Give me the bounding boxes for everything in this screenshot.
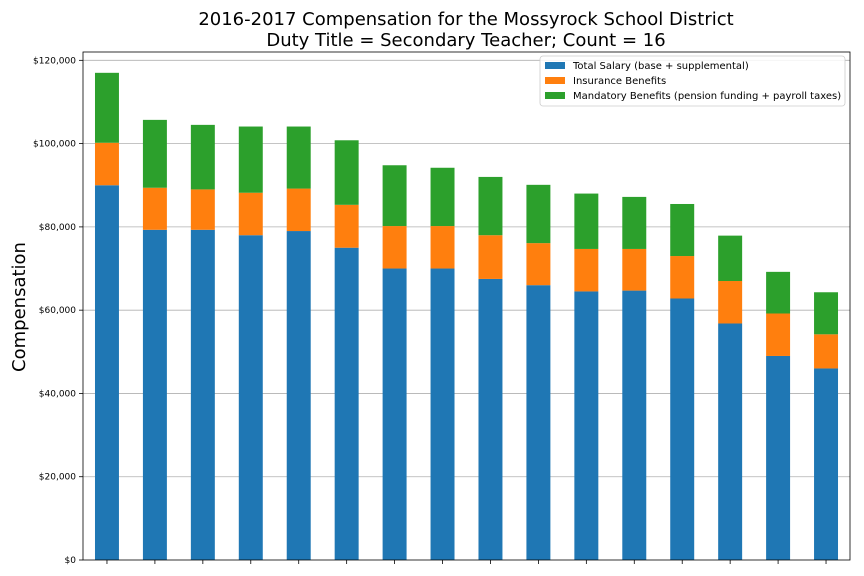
bar-segment-s2-12 [670,203,695,257]
bar-segment-s1-0 [94,142,119,186]
bar-segment-s1-11 [622,248,647,291]
bar-segment-s1-9 [526,243,551,286]
bar-segment-s2-8 [478,176,503,236]
bar-segment-s0-6 [382,268,407,560]
y-tick-label: $0 [65,556,77,566]
bar-segment-s0-13 [718,323,743,560]
axes: $0 $20,000 $40,000 $60,000 $80,000 $100,000 $1… [33,51,851,566]
legend: Total Salary (base + supplemental) Insura… [539,55,846,107]
bar-segment-s1-10 [574,248,599,292]
chart-subtitle: Duty Title = Secondary Teacher; Count = … [266,30,665,51]
bar-segment-s0-1 [142,229,167,561]
bar-segment-s0-11 [622,290,647,560]
bar-segment-s1-3 [238,192,263,236]
legend-swatch-2 [545,92,565,99]
legend-label-1: Insurance Benefits [573,76,666,87]
y-tick-label: $100,000 [33,140,76,150]
bar-segment-s2-9 [526,184,551,244]
bar-segment-s1-13 [718,281,743,324]
bar-segment-s0-12 [670,298,695,560]
bar-segment-s1-6 [382,226,407,269]
bar-segment-s0-8 [478,278,503,560]
bar-segment-s0-7 [430,268,455,560]
bar-segment-s2-3 [238,126,263,193]
bar-segment-s1-2 [190,189,215,230]
legend-label-2: Mandatory Benefits (pension funding + pa… [573,91,841,102]
plot-frame [82,51,851,561]
bar-segment-s2-13 [718,235,743,282]
legend-box [539,55,846,107]
bar-segment-s0-15 [814,368,839,560]
bar-segment-s1-7 [430,226,455,269]
bar-segment-s1-8 [478,235,503,279]
legend-label-0: Total Salary (base + supplemental) [572,61,749,72]
bar-segment-s0-2 [190,229,215,561]
bar-segment-s2-15 [814,292,839,335]
bar-segment-s1-14 [766,313,791,356]
legend-swatch-0 [545,62,565,69]
bar-segment-s2-5 [334,140,359,205]
bar-segment-s1-12 [670,256,695,299]
bar-segment-s0-0 [94,185,119,560]
bar-segment-s0-5 [334,247,359,560]
y-tick-label: $80,000 [39,223,76,233]
y-tick-label: $20,000 [39,473,76,483]
bar-segment-s2-6 [382,165,407,227]
bar-segment-s0-3 [238,235,263,560]
legend-swatch-1 [545,77,565,84]
bars-group [94,72,839,561]
y-tick-label: $40,000 [39,389,76,399]
bar-segment-s2-0 [94,72,119,143]
bar-segment-s0-14 [766,355,791,560]
y-tick-label: $60,000 [39,306,76,316]
chart-title: 2016-2017 Compensation for the Mossyrock… [198,9,733,30]
bar-segment-s1-15 [814,334,839,369]
y-tick-label: $120,000 [33,56,76,66]
bar-segment-s2-14 [766,271,791,314]
bar-segment-s2-1 [142,119,167,188]
bar-segment-s1-4 [286,188,311,232]
y-axis-label: Compensation [9,242,30,372]
bar-segment-s1-1 [142,187,167,230]
bar-segment-s2-10 [574,193,599,249]
bar-segment-s0-4 [286,231,311,560]
bar-segment-s0-10 [574,291,599,560]
bar-segment-s2-4 [286,126,311,189]
bar-segment-s2-7 [430,167,455,227]
bar-segment-s2-11 [622,196,647,249]
bar-segment-s2-2 [190,124,215,190]
bar-segment-s0-9 [526,285,551,560]
bar-segment-s1-5 [334,204,359,248]
